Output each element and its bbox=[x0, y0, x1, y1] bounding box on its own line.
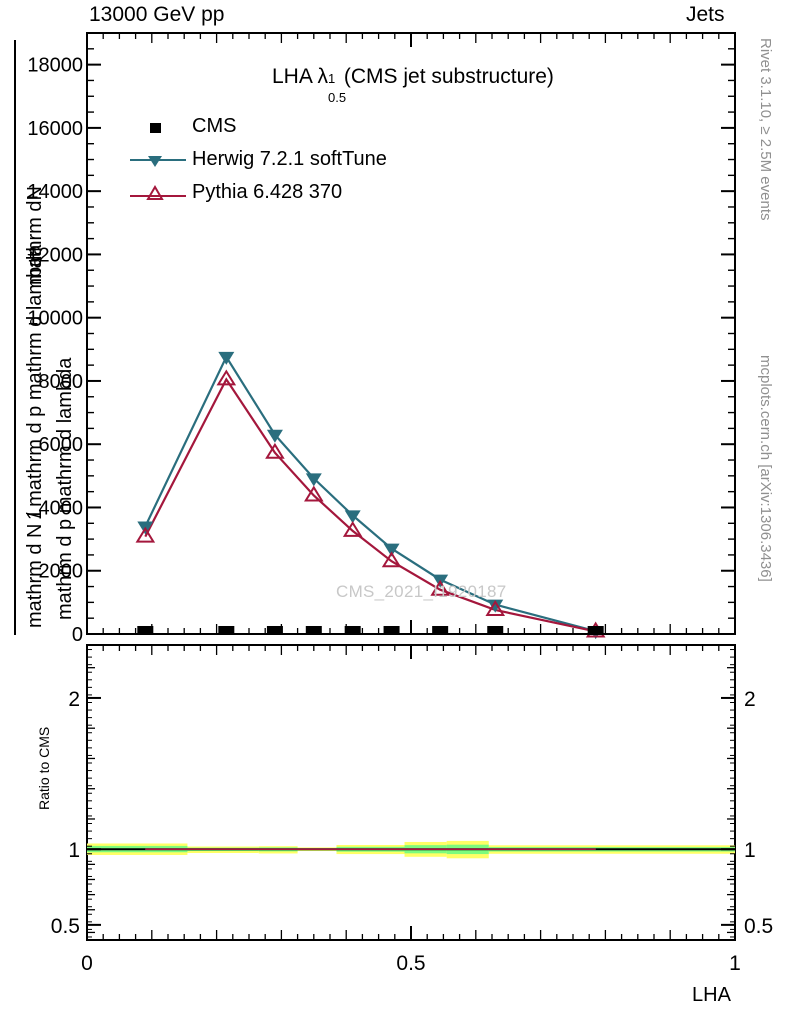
yaxis-fraction-rule bbox=[14, 40, 16, 635]
legend-marker-cms-icon bbox=[150, 122, 161, 133]
cms-marker bbox=[137, 625, 154, 635]
yaxis-tick-label: 6000 bbox=[39, 434, 84, 456]
herwig-marker bbox=[218, 351, 235, 365]
legend-marker-pythia-icon bbox=[130, 184, 186, 200]
herwig-marker bbox=[344, 510, 361, 524]
legend-marker-herwig-icon bbox=[130, 155, 186, 167]
xaxis-title: LHA bbox=[692, 984, 731, 1006]
herwig-marker bbox=[487, 599, 504, 613]
legend-label-cms: CMS bbox=[192, 115, 237, 137]
pythia-marker bbox=[216, 369, 237, 386]
herwig-marker bbox=[266, 429, 283, 443]
pythia-marker bbox=[430, 579, 450, 596]
beam-energy-label: 13000 GeV pp bbox=[89, 3, 225, 26]
ratio-ytick-label: 2 bbox=[68, 688, 80, 711]
pythia-curve bbox=[144, 377, 596, 633]
cms-marker bbox=[432, 625, 449, 635]
ratio-ytick-label-right: 0.5 bbox=[744, 915, 773, 938]
ratio-ytick-label-right: 1 bbox=[744, 839, 756, 862]
plot-title-superscript: 1 bbox=[328, 71, 336, 86]
ratio-ytick-label-right: 2 bbox=[744, 688, 756, 711]
yaxis-tick-label: 2000 bbox=[39, 561, 84, 583]
pythia-marker bbox=[265, 442, 285, 459]
legend-item-cms[interactable]: CMS bbox=[128, 110, 387, 143]
yaxis-tick-label: 16000 bbox=[27, 118, 83, 140]
herwig-marker bbox=[383, 543, 400, 557]
cms-marker bbox=[344, 625, 361, 635]
cms-marker bbox=[487, 625, 504, 635]
legend-item-herwig[interactable]: Herwig 7.2.1 softTune bbox=[128, 143, 387, 176]
yaxis-tick-label: 12000 bbox=[27, 244, 83, 266]
pythia-marker bbox=[342, 520, 363, 537]
yaxis-tick-label: 14000 bbox=[27, 181, 83, 203]
cms-marker bbox=[383, 625, 400, 635]
pythia-marker bbox=[485, 600, 506, 616]
analysis-watermark: CMS_2021_I1920187 bbox=[336, 582, 507, 601]
xaxis-tick-label: 1 bbox=[729, 952, 741, 970]
legend-label-herwig: Herwig 7.2.1 softTune bbox=[192, 148, 387, 170]
plot-title-lambda: λ bbox=[317, 65, 329, 88]
legend-label-pythia: Pythia 6.428 370 bbox=[192, 181, 343, 203]
xaxis-tick-label: 0.5 bbox=[396, 952, 425, 970]
yaxis-tick-label: 10000 bbox=[27, 308, 83, 330]
pythia-marker bbox=[304, 485, 324, 502]
cms-marker bbox=[305, 625, 322, 635]
ratio-plot-canvas: 0.5 0.51 12 20 0.5 1 bbox=[51, 644, 773, 970]
yaxis-tick-label: 4000 bbox=[39, 497, 84, 519]
plot-title-main: LHA bbox=[272, 65, 318, 88]
plot-title-tail: (CMS jet substructure) bbox=[338, 65, 554, 88]
ratio-ytick-label: 0.5 bbox=[51, 915, 80, 938]
cms-marker bbox=[587, 625, 604, 635]
cms-marker bbox=[266, 625, 283, 635]
yaxis-tick-label: 18000 bbox=[27, 55, 83, 77]
xaxis-tick-label: 0 bbox=[81, 952, 93, 970]
pythia-marker bbox=[135, 526, 156, 543]
pythia-marker bbox=[381, 551, 402, 568]
yaxis-tick-label: 0 bbox=[72, 624, 83, 646]
cms-marker bbox=[218, 625, 235, 635]
ratio-plot-frame bbox=[86, 644, 736, 941]
main-plot-canvas: 0 2000 4000 6000 8000 10000 12000 14000 16000 180… bbox=[27, 32, 736, 646]
yaxis-tick-label: 8000 bbox=[39, 371, 84, 393]
plot-title: LHA λ 1 0.5 (CMS jet substructure) bbox=[272, 65, 554, 105]
plot-title-subscript: 0.5 bbox=[328, 90, 347, 105]
legend-item-pythia[interactable]: Pythia 6.428 370 bbox=[128, 176, 387, 209]
ratio-ytick-label: 1 bbox=[68, 839, 80, 862]
herwig-marker bbox=[305, 473, 322, 487]
process-category-label: Jets bbox=[686, 3, 725, 26]
legend: CMS Herwig 7.2.1 softTune Pythia 6.428 3… bbox=[128, 110, 387, 209]
